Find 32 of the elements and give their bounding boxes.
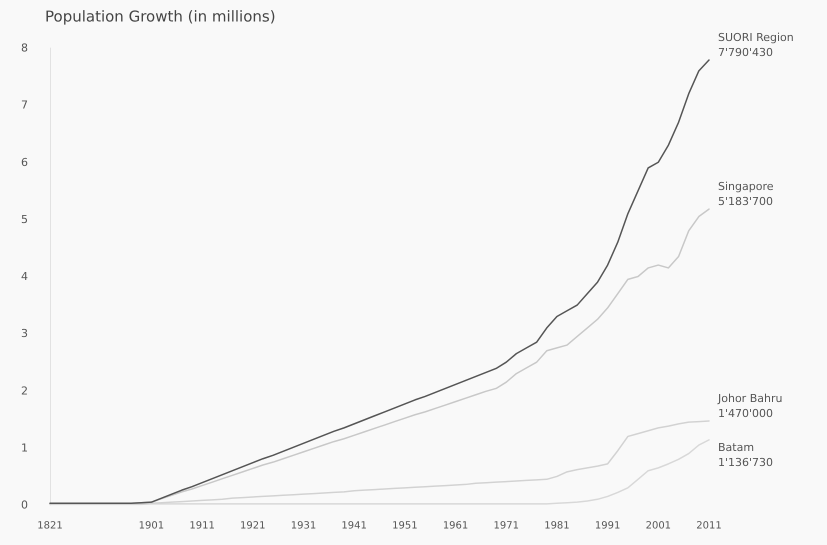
y-tick-label: 8 — [21, 42, 28, 54]
y-tick-label: 3 — [21, 327, 28, 340]
y-tick-label: 2 — [21, 384, 28, 398]
x-tick-label: 2011 — [696, 520, 722, 532]
x-tick-label: 1931 — [290, 520, 316, 532]
y-tick-label: 4 — [21, 270, 28, 283]
annotation: 1'470'000 — [718, 407, 774, 420]
y-tick-label: 1 — [21, 441, 28, 454]
annotation: 1'136'730 — [718, 456, 774, 469]
annotation: 5'183'700 — [718, 195, 774, 208]
series-label: Batam — [718, 440, 754, 454]
x-tick-label: 1971 — [494, 520, 519, 532]
line-series — [49, 59, 710, 504]
series-label: Singapore — [718, 180, 774, 194]
chart-title: Population Growth (in millions) — [45, 8, 276, 26]
y-tick-label: 5 — [21, 212, 28, 226]
x-tick-label: 1921 — [240, 520, 266, 532]
x-tick-label: 1901 — [138, 520, 164, 532]
x-tick-label: 1961 — [442, 520, 468, 532]
x-tick-label: 1981 — [544, 520, 570, 532]
series-label: SUORI Region — [718, 30, 794, 44]
x-tick-label: 2001 — [646, 520, 672, 532]
y-tick-label: 7 — [21, 98, 28, 112]
y-tick-label: 6 — [21, 156, 28, 169]
annotation: 7'790'430 — [718, 46, 774, 59]
x-tick-label: 1951 — [392, 520, 418, 532]
y-tick-label: 0 — [21, 498, 28, 512]
x-tick-label: 1911 — [189, 520, 215, 532]
series-label: Johor Bahru — [717, 392, 782, 406]
x-tick-label: 1991 — [594, 520, 620, 532]
x-tick-label: 1821 — [37, 520, 63, 532]
x-tick-label: 1941 — [341, 520, 367, 532]
